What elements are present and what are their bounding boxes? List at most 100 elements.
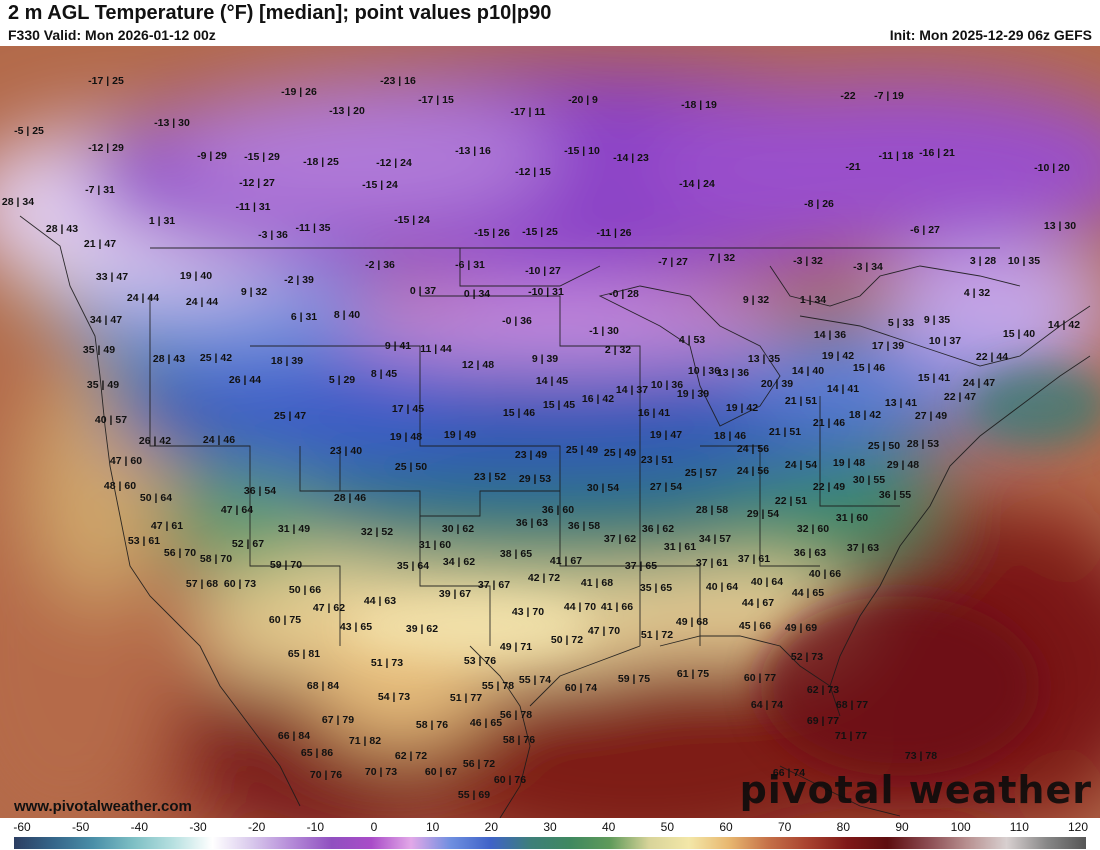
point-value: 31 | 49 (277, 523, 311, 535)
point-value: 34 | 57 (698, 533, 732, 545)
header: 2 m AGL Temperature (°F) [median]; point… (0, 0, 1100, 46)
point-value: 39 | 62 (405, 623, 439, 635)
point-value: -10 | 20 (1034, 162, 1070, 174)
point-value: 21 | 51 (768, 426, 802, 438)
point-value: 52 | 67 (231, 538, 265, 550)
point-value: 5 | 33 (887, 317, 915, 329)
point-value: 40 | 64 (750, 576, 784, 588)
point-value: 35 | 64 (396, 560, 430, 572)
point-value: 35 | 65 (639, 582, 673, 594)
point-value: 45 | 66 (738, 620, 772, 632)
point-value: 40 | 57 (94, 414, 128, 426)
point-value: 55 | 78 (481, 680, 515, 692)
point-value: 22 | 51 (774, 495, 808, 507)
point-value: 36 | 60 (541, 504, 575, 516)
point-value: 14 | 37 (615, 384, 649, 396)
point-value: 28 | 53 (906, 438, 940, 450)
point-value: 23 | 51 (640, 454, 674, 466)
point-value: 67 | 79 (321, 714, 355, 726)
point-value: -9 | 29 (197, 150, 227, 162)
point-value: 21 | 47 (83, 238, 117, 250)
point-value: 0 | 34 (463, 288, 491, 300)
point-value: 19 | 42 (821, 350, 855, 362)
point-value: 56 | 70 (163, 547, 197, 559)
point-value: 37 | 65 (624, 560, 658, 572)
point-value: -12 | 24 (376, 157, 412, 169)
point-value: -1 | 30 (589, 325, 619, 337)
point-value: -2 | 36 (365, 259, 395, 271)
point-value: 22 | 44 (975, 351, 1009, 363)
point-value: 25 | 50 (867, 440, 901, 452)
point-value: 40 | 64 (705, 581, 739, 593)
point-value: 24 | 47 (962, 377, 996, 389)
point-value: 9 | 32 (742, 294, 770, 306)
point-value: -23 | 16 (380, 75, 416, 87)
point-value: 15 | 41 (917, 372, 951, 384)
point-value: -8 | 26 (804, 198, 834, 210)
point-value: -14 | 23 (613, 152, 649, 164)
point-value: 49 | 69 (784, 622, 818, 634)
point-value: 28 | 58 (695, 504, 729, 516)
point-value: -10 | 27 (525, 265, 561, 277)
point-value: 47 | 60 (109, 455, 143, 467)
colorbar: -60 -50 -40 -30 -20 -10 0 10 20 30 40 50 60 70 80 90 100… (0, 818, 1100, 850)
point-value: 43 | 65 (339, 621, 373, 633)
point-value: 37 | 62 (603, 533, 637, 545)
point-value: 38 | 65 (499, 548, 533, 560)
point-value: 18 | 42 (848, 409, 882, 421)
point-value: 28 | 43 (152, 353, 186, 365)
point-value: 8 | 40 (333, 309, 361, 321)
point-value: 15 | 46 (852, 362, 886, 374)
point-value: 37 | 61 (737, 553, 771, 565)
point-value: 24 | 44 (185, 296, 219, 308)
point-value: -5 | 25 (14, 125, 44, 137)
point-value: 35 | 49 (82, 344, 116, 356)
point-value: 16 | 41 (637, 407, 671, 419)
colorbar-tick-label: 120 (1067, 820, 1089, 834)
point-value: 29 | 53 (518, 473, 552, 485)
point-value: 40 | 66 (808, 568, 842, 580)
point-value: 53 | 61 (127, 535, 161, 547)
colorbar-tick-label: 40 (601, 820, 616, 834)
point-value: 51 | 73 (370, 657, 404, 669)
point-value: 12 | 48 (461, 359, 495, 371)
point-value: -11 | 18 (878, 150, 914, 162)
point-value: 49 | 71 (499, 641, 533, 653)
point-value: 56 | 72 (462, 758, 496, 770)
point-value: 57 | 68 (185, 578, 219, 590)
point-value: 46 | 65 (469, 717, 503, 729)
point-value: 31 | 61 (663, 541, 697, 553)
point-value: 60 | 74 (564, 682, 598, 694)
point-value: 3 | 28 (969, 255, 997, 267)
point-value: 18 | 46 (713, 430, 747, 442)
colorbar-tick-label: 100 (950, 820, 971, 834)
point-value: -18 | 25 (303, 156, 339, 168)
point-value: 28 | 34 (1, 196, 35, 208)
point-value: -3 | 34 (853, 261, 883, 273)
point-value: 36 | 58 (567, 520, 601, 532)
point-value: 16 | 42 (581, 393, 615, 405)
point-value: 10 | 35 (1007, 255, 1041, 267)
point-value: -3 | 32 (793, 255, 823, 267)
point-value: 39 | 67 (438, 588, 472, 600)
colorbar-tick-label: -30 (189, 820, 207, 834)
point-value: 50 | 66 (288, 584, 322, 596)
point-value: 5 | 29 (328, 374, 356, 386)
point-value: 48 | 60 (103, 480, 137, 492)
point-value: 1 | 34 (799, 294, 827, 306)
point-value: 50 | 64 (139, 492, 173, 504)
point-value: 68 | 84 (306, 680, 340, 692)
point-value: 27 | 49 (914, 410, 948, 422)
point-value: 60 | 76 (493, 774, 527, 786)
point-value: 58 | 70 (199, 553, 233, 565)
point-value: 70 | 76 (309, 769, 343, 781)
point-value: 30 | 55 (852, 474, 886, 486)
point-value: 32 | 52 (360, 526, 394, 538)
point-value: 24 | 56 (736, 465, 770, 477)
point-value: 15 | 40 (1002, 328, 1036, 340)
point-value: 32 | 60 (796, 523, 830, 535)
temperature-map[interactable]: -17 | 25 -5 | 25 -12 | 29 -13 | 30 -19 | 26-… (0, 46, 1100, 818)
point-value: 21 | 46 (812, 417, 846, 429)
colorbar-tick-label: -20 (247, 820, 266, 834)
point-value: 43 | 70 (511, 606, 545, 618)
